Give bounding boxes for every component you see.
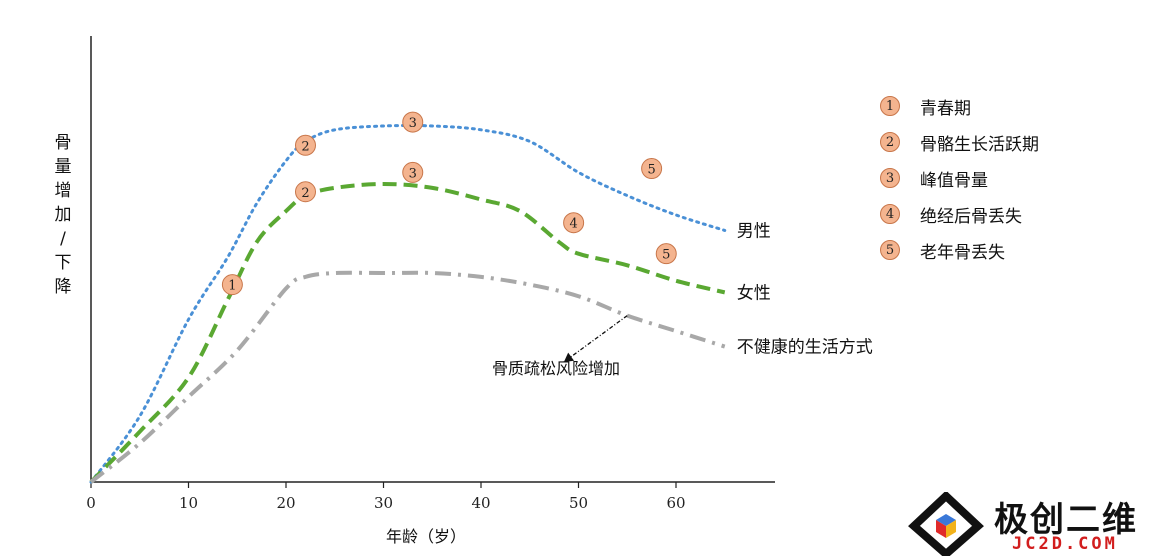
stage-marker-label: 5 [647,163,655,178]
legend-badge: 3 [880,168,900,188]
y-axis-label: 骨量增加/下降 [55,133,72,297]
legend-badge: 1 [880,96,900,116]
stage-marker-label: 4 [569,217,577,232]
stage-marker-label: 3 [409,116,417,131]
legend-badge: 4 [880,204,900,224]
legend-item: 5 老年骨丢失 [880,232,1039,268]
legend-label: 青春期 [920,98,971,119]
stage-marker-circle [295,181,316,203]
x-tick-label: 20 [276,494,295,512]
series-label: 不健康的生活方式 [737,338,873,358]
legend-label: 骨骼生长活跃期 [920,134,1039,155]
x-tick-label: 40 [471,494,490,512]
stage-marker-circle [641,158,663,180]
legend-badge: 5 [880,240,900,260]
stage-marker-label: 3 [409,166,417,181]
stage-marker-circle [221,274,243,296]
legend-item: 2 骨骼生长活跃期 [880,124,1039,160]
series-label: 男性 [737,221,771,241]
legend-badge: 2 [880,132,900,152]
series-label: 女性 [737,283,771,303]
chart-axes: 0 10 20 30 40 50 60 年龄（岁） 骨量增加/下降 [55,36,775,546]
annotation-arrow-line [563,315,628,363]
stage-marker-circle [402,161,424,183]
stage-marker-label: 2 [301,139,309,154]
stage-marker-layer: 1 2 3 5 2 3 4 5 [221,111,677,296]
logo-title: 极创二维 [994,500,1138,540]
legend-label: 老年骨丢失 [920,242,1005,263]
annotation-text: 骨质疏松风险增加 [492,359,620,378]
legend-item: 4 绝经后骨丢失 [880,196,1039,232]
x-tick-label: 50 [569,494,588,512]
stage-marker-label: 5 [662,248,670,263]
stage-marker-circle [402,111,424,133]
x-axis-label: 年龄（岁） [386,527,466,546]
chart-series-layer [89,123,727,484]
x-tick-label: 0 [86,494,96,512]
series-line-2 [89,270,726,484]
stage-marker-circle [295,134,316,156]
x-tick-label: 60 [666,494,685,512]
stage-marker-circle [655,243,677,265]
legend-item: 3 峰值骨量 [880,160,1039,196]
stage-marker-label: 1 [228,279,236,294]
legend-label: 绝经后骨丢失 [920,206,1022,227]
annotation-layer: 骨质疏松风险增加 [492,315,628,378]
legend: 1 青春期 2 骨骼生长活跃期 3 峰值骨量 4 绝经后骨丢失 5 老年骨丢失 [880,88,1039,268]
x-tick-label: 10 [179,494,198,512]
legend-item: 1 青春期 [880,88,1039,124]
series-line-0 [89,123,727,484]
x-tick-label: 30 [374,494,393,512]
stage-marker-circle [563,212,585,234]
stage-marker-label: 2 [301,186,309,201]
diamond-cube-icon [908,490,984,560]
site-logo[interactable]: 极创二维 JC2D.COM [908,490,1148,560]
logo-url: JC2D.COM [1012,534,1118,554]
series-line-1 [89,182,726,484]
legend-label: 峰值骨量 [920,170,988,191]
annotation-arrowhead [563,352,575,363]
